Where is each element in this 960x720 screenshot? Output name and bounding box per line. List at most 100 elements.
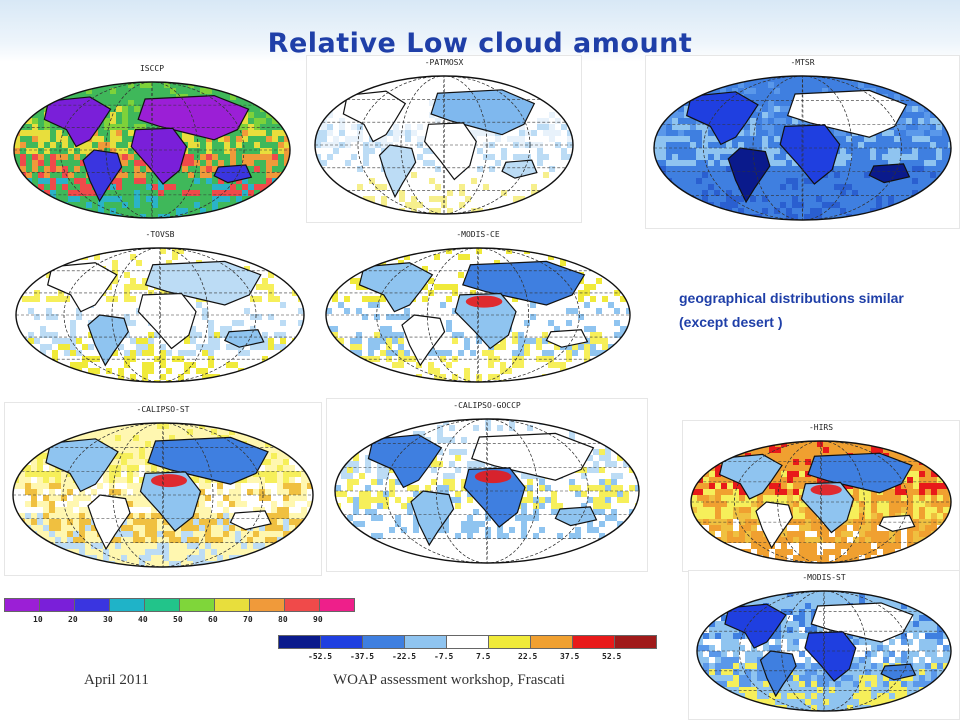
colorbar-swatch: [446, 635, 489, 649]
map-panel-patmosx: -PATMOSX: [306, 55, 582, 223]
colorbar-tick-label: 70: [243, 615, 253, 624]
note-line-1: geographical distributions similar: [679, 290, 904, 306]
world-map-isccp: [13, 81, 291, 219]
colorbar-tick-label: -7.5: [434, 652, 454, 661]
desert-hotspot: [810, 484, 842, 496]
colorbar-tick-label: -52.5: [308, 652, 333, 661]
continent-outline: [358, 262, 434, 313]
map-label: -TOVSB: [145, 230, 175, 239]
continent-outline: [755, 501, 794, 549]
colorbar-swatch: [320, 635, 363, 649]
continent-outline: [82, 149, 123, 203]
colorbar-swatch: [284, 598, 320, 612]
map-panel-calipso-st: -CALIPSO-ST: [4, 402, 322, 576]
continent-outline: [367, 434, 443, 489]
continent-outline: [724, 603, 787, 649]
colorbar-tick-label: 52.5: [602, 652, 622, 661]
colorbar-tick-label: -22.5: [392, 652, 417, 661]
footer-event: WOAP assessment workshop, Frascati: [333, 672, 565, 688]
colorbar-swatch: [249, 598, 285, 612]
map-label: -HIRS: [808, 423, 834, 432]
world-map-calipso-goccp: [334, 418, 640, 564]
continent-outline: [868, 163, 911, 184]
map-label: -MODIS-CE: [456, 230, 500, 239]
map-outline: [314, 75, 574, 215]
map-field: [14, 82, 290, 218]
world-map-modis-st: [696, 590, 952, 712]
world-map-hirs: [690, 440, 952, 564]
continent-outline: [430, 89, 536, 136]
colorbar-swatch: [572, 635, 615, 649]
colorbar-swatch: [4, 598, 40, 612]
map-panel-modis-st: -MODIS-ST: [688, 570, 960, 720]
map-label: -PATMOSX: [424, 58, 464, 67]
map-outline: [653, 75, 952, 221]
continent-outline: [401, 314, 446, 367]
map-label: ISCCP: [139, 64, 165, 73]
world-map-mtsr: [653, 75, 952, 221]
continent-outline: [87, 314, 129, 367]
desert-hotspot: [465, 295, 503, 308]
colorbar-swatch: [278, 635, 321, 649]
continent-outline: [471, 432, 595, 481]
continent-outline: [800, 481, 855, 534]
desert-hotspot: [474, 470, 512, 484]
colorbar-tick-label: 50: [173, 615, 183, 624]
header-band: [0, 0, 960, 62]
colorbar-tick-label: 7.5: [476, 652, 491, 661]
colorbar-tick-label: 40: [138, 615, 148, 624]
colorbar-tick-label: 90: [313, 615, 323, 624]
colorbar-swatch: [214, 598, 250, 612]
map-panel-mtsr: -MTSR: [645, 55, 960, 229]
colorbar-swatch: [39, 598, 75, 612]
continent-outline: [137, 94, 250, 141]
continent-outline: [43, 96, 112, 148]
continent-outline: [378, 144, 417, 199]
continent-outline: [807, 452, 913, 494]
colorbar-tick-label: 10: [33, 615, 43, 624]
colorbar-swatch: [614, 635, 657, 649]
map-label: -CALIPSO-ST: [136, 405, 190, 414]
observation-note: geographical distributions similar (exce…: [679, 286, 904, 334]
footer-date: April 2011: [84, 672, 149, 688]
continent-outline: [462, 260, 586, 306]
continent-outline: [410, 490, 455, 547]
continent-outline: [46, 262, 118, 313]
colorbar-relative: -52.5 -37.5 -22.5 -7.5 7.5 22.5 37.5 52.5: [278, 635, 664, 665]
continent-outline: [45, 438, 119, 493]
map-panel-calipso-goccp: -CALIPSO-GOCCP: [326, 398, 648, 572]
colorbar-tick-label: 60: [208, 615, 218, 624]
continent-outline: [545, 329, 589, 348]
map-panel-isccp: ISCCP: [6, 62, 298, 226]
continent-outline: [718, 453, 783, 500]
continent-outline: [554, 506, 598, 527]
continent-outline: [229, 510, 272, 531]
colorbar-tick-label: -37.5: [350, 652, 375, 661]
continent-outline: [144, 260, 262, 306]
continent-outline: [342, 90, 407, 143]
map-panel-modis-ce: -MODIS-CE: [318, 228, 638, 390]
continent-outline: [786, 89, 908, 138]
colorbar-tick-label: 30: [103, 615, 113, 624]
map-outline: [690, 440, 952, 564]
colorbar-tick-label: 37.5: [560, 652, 580, 661]
colorbar-swatch: [319, 598, 355, 612]
colorbar-swatch: [74, 598, 110, 612]
colorbar-swatch: [179, 598, 215, 612]
colorbar-tick-label: 22.5: [518, 652, 538, 661]
world-map-calipso-st: [12, 422, 314, 568]
colorbar-swatch: [488, 635, 531, 649]
map-outline: [696, 590, 952, 712]
colorbar-tick-label: 80: [278, 615, 288, 624]
continent-outline: [810, 602, 914, 643]
map-panel-hirs: -HIRS: [682, 420, 960, 572]
map-label: -CALIPSO-GOCCP: [453, 401, 521, 410]
colorbar-swatch: [404, 635, 447, 649]
colorbar-tick-label: 20: [68, 615, 78, 624]
continent-outline: [147, 436, 269, 485]
continent-outline: [213, 164, 253, 184]
map-label: -MODIS-ST: [802, 573, 846, 582]
continent-outline: [880, 663, 917, 681]
continent-outline: [759, 650, 797, 698]
map-panel-tovsb: -TOVSB: [8, 228, 312, 390]
